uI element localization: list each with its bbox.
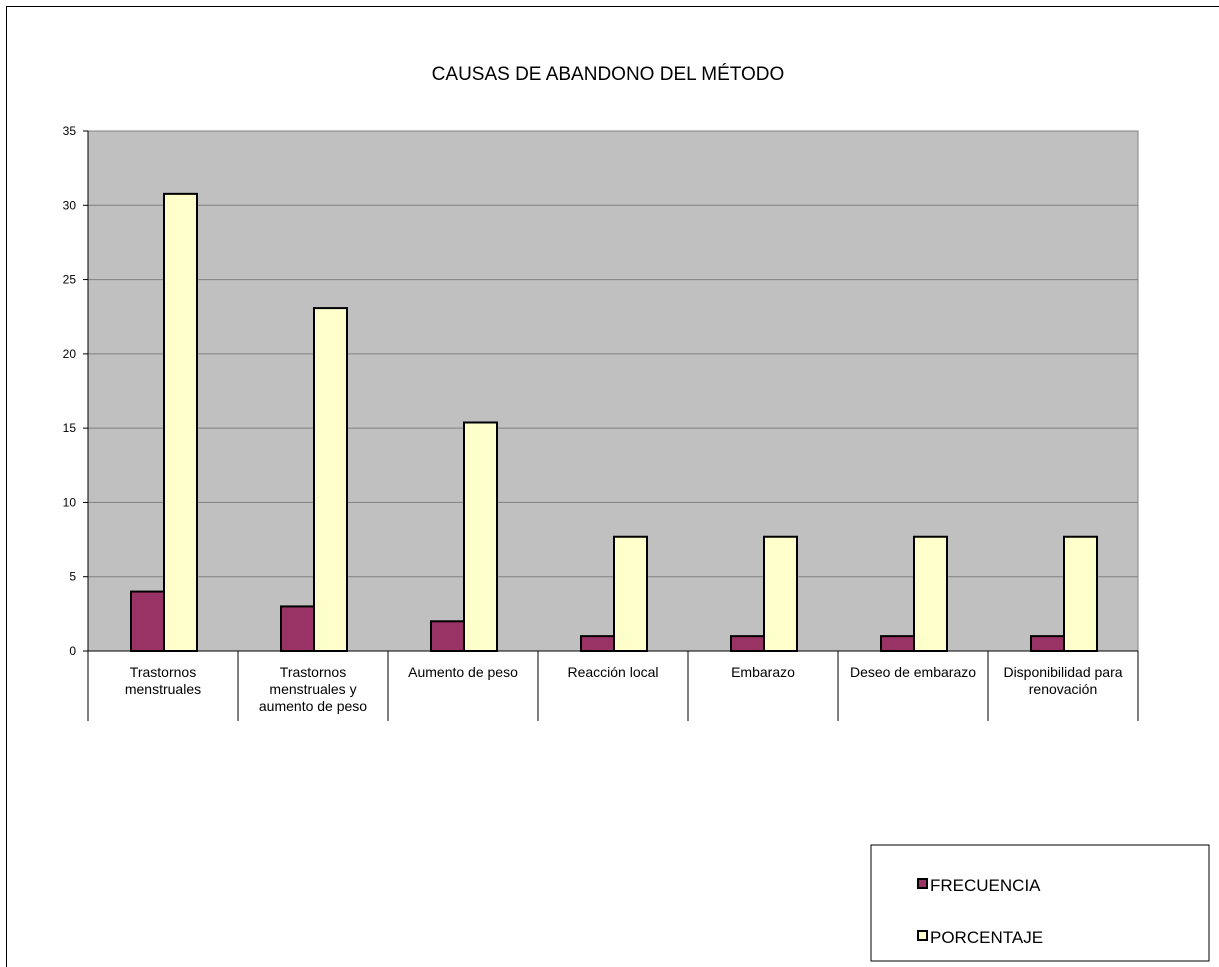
x-tick-label-line: menstruales bbox=[125, 681, 201, 697]
y-tick-label: 20 bbox=[63, 347, 77, 361]
x-tick-label-line: Trastornos bbox=[130, 664, 196, 680]
bar-frecuencia bbox=[130, 590, 165, 652]
legend-swatch bbox=[917, 878, 928, 889]
x-tick-label-line: Disponibilidad para bbox=[1003, 664, 1122, 680]
bar-frecuencia bbox=[580, 635, 615, 653]
x-tick-label-line: aumento de peso bbox=[259, 698, 367, 714]
x-tick-label: Aumento de peso bbox=[408, 664, 518, 680]
bar-frecuencia bbox=[880, 635, 915, 653]
bar-porcentaje bbox=[463, 421, 498, 652]
legend-swatch bbox=[917, 930, 928, 941]
x-tick-label-line: Aumento de peso bbox=[408, 664, 518, 680]
x-tick-label: Reacción local bbox=[567, 664, 658, 680]
y-tick-label: 10 bbox=[63, 495, 77, 509]
bar-porcentaje bbox=[613, 535, 648, 653]
x-tick-label-line: menstruales y bbox=[269, 681, 356, 697]
y-tick-label: 25 bbox=[63, 273, 77, 287]
y-tick-label: 30 bbox=[63, 198, 77, 212]
bar-porcentaje bbox=[1063, 535, 1098, 653]
bar-frecuencia bbox=[730, 635, 765, 653]
legend-box bbox=[870, 844, 1210, 962]
x-tick-label-line: renovación bbox=[1029, 681, 1098, 697]
x-tick-label: Trastornos menstruales y aumento de peso bbox=[259, 664, 367, 714]
x-tick-label: Disponibilidad para renovación bbox=[1003, 664, 1122, 697]
legend-label: PORCENTAJE bbox=[930, 928, 1043, 947]
x-tick-label: Embarazo bbox=[731, 664, 795, 680]
legend: FRECUENCIA PORCENTAJE bbox=[870, 844, 1210, 962]
y-tick-label: 5 bbox=[69, 570, 76, 584]
bar-frecuencia bbox=[430, 620, 465, 652]
legend-label: FRECUENCIA bbox=[930, 876, 1041, 895]
x-tick-label-line: Trastornos bbox=[280, 664, 346, 680]
x-tick-label-line: Deseo de embarazo bbox=[850, 664, 976, 680]
y-tick-label: 15 bbox=[63, 421, 77, 435]
x-tick-label-line: Embarazo bbox=[731, 664, 795, 680]
x-tick-label-line: Reacción local bbox=[567, 664, 658, 680]
chart-title: CAUSAS DE ABANDONO DEL MÉTODO bbox=[432, 64, 785, 85]
x-tick-label: Trastornos menstruales bbox=[125, 664, 201, 697]
x-tick-label: Deseo de embarazo bbox=[850, 664, 976, 680]
bar-frecuencia bbox=[280, 605, 315, 653]
bar-porcentaje bbox=[763, 535, 798, 653]
y-tick-label: 35 bbox=[63, 124, 77, 138]
bar-frecuencia bbox=[1030, 635, 1065, 653]
bar-porcentaje bbox=[313, 307, 348, 652]
bar-porcentaje bbox=[913, 535, 948, 653]
bar-porcentaje bbox=[163, 192, 198, 653]
y-tick-label: 0 bbox=[69, 644, 76, 658]
chart-frame bbox=[6, 6, 1219, 967]
